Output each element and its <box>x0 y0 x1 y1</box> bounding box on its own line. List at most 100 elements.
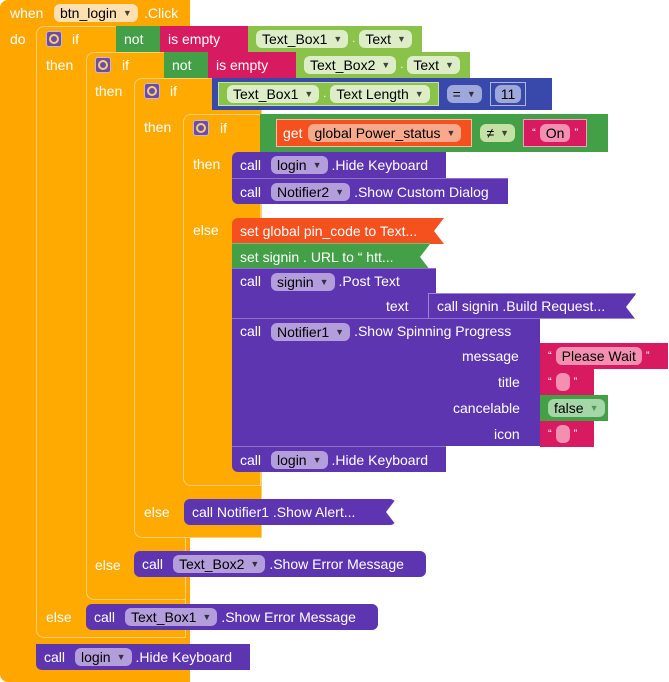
call-label: call <box>240 157 262 173</box>
dropdown-value: ≠ <box>486 125 495 141</box>
component-dropdown[interactable]: Text_Box1 ▼ <box>256 30 349 48</box>
quote-open: “ <box>548 428 552 440</box>
if-label: if <box>122 57 129 73</box>
event-name: .Click <box>144 5 179 21</box>
dropdown-arrow-icon: ▼ <box>250 559 260 569</box>
call-label: call <box>94 609 116 625</box>
call-post-text[interactable]: call signin ▼ .Post Text <box>232 268 436 318</box>
gear-icon[interactable] <box>144 83 160 99</box>
property-dropdown[interactable]: Text ▼ <box>359 30 412 48</box>
title-string-block[interactable]: “ ” <box>540 369 594 395</box>
if-label: if <box>220 120 227 136</box>
operator-dropdown[interactable]: = ▼ <box>446 85 482 103</box>
call-hide-keyboard[interactable]: call login ▼ .Hide Keyboard <box>232 152 446 178</box>
string-value[interactable] <box>555 373 570 391</box>
dropdown-arrow-icon: ▼ <box>500 128 510 138</box>
component-dropdown[interactable]: Notifier2 ▼ <box>271 182 351 201</box>
text-arg-label: text <box>386 298 409 314</box>
dropdown-value: Text_Box1 <box>262 31 328 47</box>
component-dropdown[interactable]: signin ▼ <box>271 273 335 291</box>
method-label: .Show Spinning Progress <box>354 323 512 339</box>
dropdown-value: login <box>81 649 111 665</box>
get-label: get <box>283 125 303 141</box>
component-dropdown[interactable]: login ▼ <box>271 450 328 469</box>
quote-close: ” <box>573 428 578 440</box>
component-getter[interactable]: Text_Box2 ▼ . Text ▼ <box>296 52 470 78</box>
if-label: if <box>72 31 79 47</box>
quote-close: ” <box>645 350 650 362</box>
dropdown-value: Text_Box2 <box>179 556 245 572</box>
is-empty-block[interactable]: is empty <box>160 26 248 52</box>
component-dropdown[interactable]: login ▼ <box>271 156 328 174</box>
dropdown-arrow-icon: ▼ <box>122 8 132 18</box>
dot-label: . <box>352 33 356 45</box>
quote-open: “ <box>532 127 536 139</box>
call-show-alert-block[interactable]: call Notifier1 .Show Alert... <box>184 499 396 525</box>
else-label: else <box>144 504 170 520</box>
message-string-block[interactable]: “ Please Wait ” <box>540 343 668 369</box>
compare-block[interactable]: Text_Box1 ▼ . Text Length ▼ = ▼ 11 <box>212 78 552 110</box>
component-getter[interactable]: Text_Box1 ▼ . Text Length ▼ <box>218 82 439 106</box>
is-empty-label: is empty <box>168 31 221 47</box>
call-show-spinning-progress[interactable]: call Notifier1 ▼ .Show Spinning Progress <box>232 318 540 446</box>
string-value[interactable] <box>555 425 570 443</box>
not-label: not <box>124 31 144 47</box>
component-dropdown[interactable]: login ▼ <box>75 648 132 666</box>
boolean-dropdown[interactable]: false ▼ <box>548 399 605 417</box>
call-show-error-message[interactable]: call Text_Box2 ▼ .Show Error Message <box>134 551 426 577</box>
component-dropdown[interactable]: Text_Box1 ▼ <box>227 85 320 103</box>
component-dropdown[interactable]: Text_Box1 ▼ <box>125 608 218 626</box>
component-dropdown[interactable]: Text_Box2 ▼ <box>173 555 266 573</box>
string-block[interactable]: “ On ” <box>523 119 588 147</box>
dropdown-arrow-icon: ▼ <box>333 34 343 44</box>
property-dropdown[interactable]: Text ▼ <box>407 56 460 74</box>
set-url-block[interactable]: set signin . URL to “ htt... <box>232 243 430 270</box>
component-getter[interactable]: Text_Box1 ▼ . Text ▼ <box>248 26 422 52</box>
component-dropdown[interactable]: Notifier1 ▼ <box>271 323 351 341</box>
dropdown-value: false <box>554 400 584 416</box>
dropdown-arrow-icon: ▼ <box>446 128 456 138</box>
call-show-error-message[interactable]: call Text_Box1 ▼ .Show Error Message <box>86 604 378 630</box>
call-label: call <box>142 556 164 572</box>
gear-icon[interactable] <box>95 57 111 73</box>
property-dropdown[interactable]: Text Length ▼ <box>330 85 430 103</box>
operator-dropdown[interactable]: ≠ ▼ <box>480 124 516 142</box>
method-label: .Show Custom Dialog <box>354 183 489 200</box>
dropdown-value: Text Length <box>336 86 409 102</box>
compare-block[interactable]: get global Power_status ▼ ≠ ▼ “ On ” <box>260 114 608 152</box>
string-value[interactable]: Please Wait <box>555 347 642 365</box>
do-label: do <box>10 31 26 47</box>
call-hide-keyboard[interactable]: call login ▼ .Hide Keyboard <box>36 644 250 670</box>
call-hide-keyboard[interactable]: call login ▼ .Hide Keyboard <box>232 446 446 472</box>
call-label: call <box>240 273 262 289</box>
set-pin-code-block[interactable]: set global pin_code to Text... <box>232 218 444 244</box>
component-dropdown[interactable]: btn_login ▼ <box>54 4 138 22</box>
quote-close: ” <box>574 127 579 139</box>
number-block[interactable]: 11 <box>489 82 527 106</box>
build-request-block[interactable]: call signin .Build Request... <box>428 293 636 320</box>
call-show-custom-dialog[interactable]: call Notifier2 ▼ .Show Custom Dialog <box>232 178 508 204</box>
not-block[interactable]: not <box>116 26 160 52</box>
quote-open: “ <box>548 376 552 388</box>
gear-icon[interactable] <box>193 120 209 136</box>
number-value[interactable]: 11 <box>494 85 522 103</box>
dropdown-value: login <box>277 157 307 173</box>
gear-icon[interactable] <box>46 31 62 47</box>
not-block[interactable]: not <box>164 52 208 78</box>
dropdown-value: btn_login <box>60 5 117 21</box>
string-value[interactable]: On <box>539 124 571 142</box>
dropdown-value: Notifier1 <box>277 324 330 340</box>
component-dropdown[interactable]: Text_Box2 ▼ <box>304 56 397 74</box>
set-pin-label: set global pin_code to Text... <box>240 223 418 239</box>
dropdown-arrow-icon: ▼ <box>304 89 314 99</box>
icon-string-block[interactable]: “ ” <box>540 421 594 447</box>
dropdown-value: signin <box>277 274 314 290</box>
variable-dropdown[interactable]: global Power_status ▼ <box>308 124 462 142</box>
else-label: else <box>95 557 121 573</box>
boolean-block[interactable]: false ▼ <box>540 395 608 421</box>
not-label: not <box>172 57 192 73</box>
dropdown-value: login <box>277 451 307 468</box>
dropdown-arrow-icon: ▼ <box>589 403 599 413</box>
variable-getter[interactable]: get global Power_status ▼ <box>276 119 473 147</box>
is-empty-block[interactable]: is empty <box>208 52 296 78</box>
